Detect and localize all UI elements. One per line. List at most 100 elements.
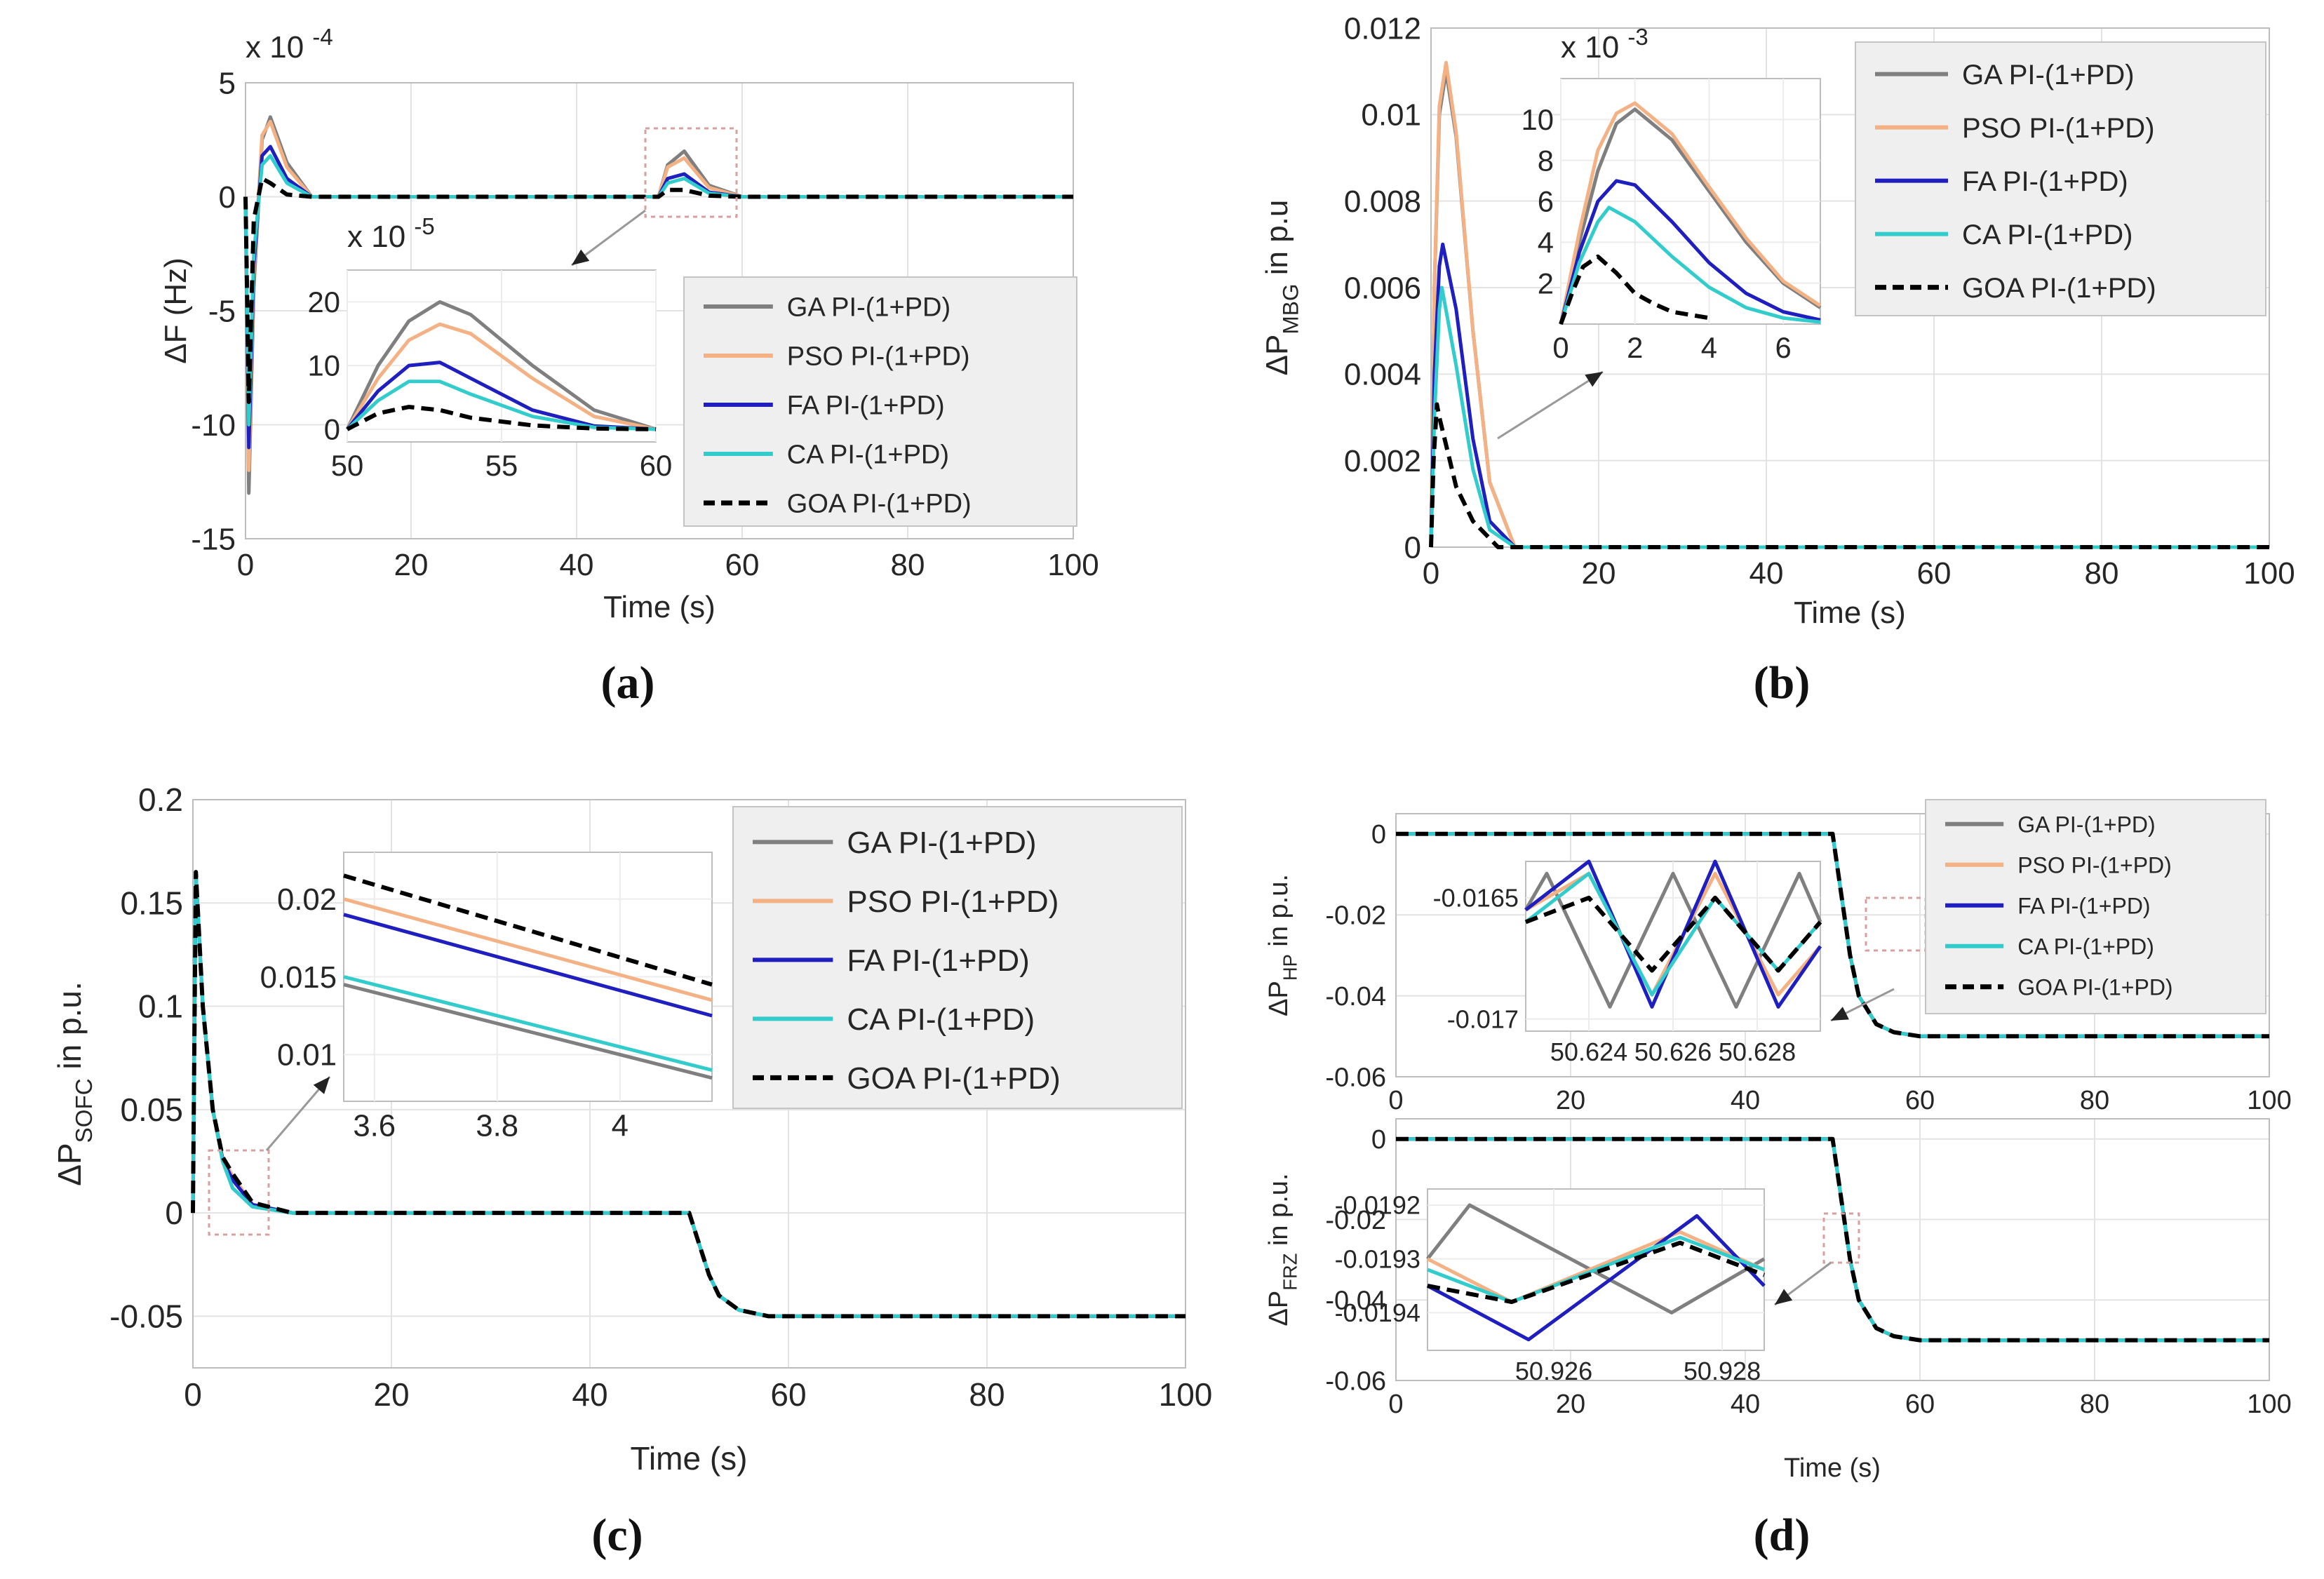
inset-x-tick-label: 3.8 [476,1109,518,1143]
inset-series-line-d1-0 [1524,871,1822,1009]
legend-label: GA PI-(1+PD) [847,826,1036,860]
inset-y-tick-label: 4 [1538,226,1554,259]
x-tick-label: 60 [1905,1390,1935,1419]
inset-y-tick-label: 10 [1522,103,1554,136]
inset-series-line-b-1 [1559,101,1822,325]
y-tick-label: -5 [208,294,236,328]
legend-label: GA PI-(1+PD) [787,293,951,323]
inset-series-line-b-3 [1559,206,1821,325]
legend-label: PSO PI-(1+PD) [1962,113,2155,144]
inset-series-line-d2-1 [1426,1230,1766,1304]
zoom-arrow-head [1831,1007,1849,1021]
inset-series-line-d2-2 [1426,1214,1766,1342]
x-tick-label: 40 [1731,1390,1760,1419]
inset-series-line-c-2 [343,913,713,1018]
zoom-region-box [208,1149,270,1236]
y-tick-label: 0 [165,1195,183,1231]
y-axis-label: ΔPSOFC in p.u. [51,981,98,1186]
inset-x-tick-label: 50 [331,449,364,482]
inset-x-tick-label: 3.6 [353,1109,396,1143]
inset-c: 3.6 3.8 4 0.01 0.015 0.02 [260,852,713,1143]
inset-x-tick-label: 55 [485,449,518,482]
inset-x-tick-label: 4 [1701,331,1717,364]
inset-series-line-a-1 [345,322,657,431]
inset-series-line-c-0 [343,983,713,1080]
x-tick-label: 100 [2247,1086,2291,1115]
y-tick-label: -0.02 [1325,901,1386,931]
legend-label: CA PI-(1+PD) [2017,934,2154,959]
y-tick-label: 0 [1404,530,1421,565]
x-axis-label: Time (s) [1784,1453,1881,1483]
zoom-region-box [644,127,738,218]
legend-d1: GA PI-(1+PD) PSO PI-(1+PD) FA PI-(1+PD) CA … [1925,799,2266,1014]
inset-series-line-b-2 [1559,179,1821,325]
legend-label: GOA PI-(1+PD) [2017,974,2172,1000]
x-tick-label: 60 [1905,1086,1935,1115]
x-tick-label: 20 [373,1376,409,1413]
legend-label: GA PI-(1+PD) [2017,812,2156,837]
inset-y-tick-label: 0.015 [260,960,337,995]
legend-label: FA PI-(1+PD) [1962,166,2128,197]
x-tick-label: 40 [572,1376,607,1413]
series-line-c-4 [191,870,1185,1319]
plot-frame [1395,813,2270,1077]
legend-label: PSO PI-(1+PD) [787,342,970,372]
inset-series-line-a-3 [346,379,657,431]
inset-y-tick-label: 20 [308,285,341,318]
legend-label: GOA PI-(1+PD) [1962,273,2156,304]
series-line-d2-4 [1396,1136,2269,1343]
inset-y-tick-label: 6 [1538,185,1554,218]
y-tick-label: 0.05 [120,1091,183,1128]
y-tick-label: -0.05 [109,1298,183,1334]
y-axis-label: ΔPMBG in p.u [1260,200,1303,376]
x-tick-label: 100 [2243,556,2295,591]
y-tick-label: 0.2 [138,781,183,818]
series-line-a-4 [243,176,1073,404]
y-axis-label: ΔPHP in p.u. [1264,874,1301,1016]
y-tick-label: 0.012 [1344,11,1421,46]
plot-frame [1395,1118,2270,1381]
exponent-label: x 10 -4 [246,24,333,65]
x-tick-label: 0 [1388,1390,1403,1419]
inset-y-tick-label: 0.02 [277,882,337,917]
zoom-arrow-line [1497,370,1604,440]
inset-y-tick-label: -0.0194 [1335,1298,1420,1327]
inset-series-line-d2-3 [1427,1235,1765,1304]
legend-box [732,806,1183,1109]
inset-y-tick-label: -0.0192 [1335,1191,1420,1220]
y-tick-label: 0.004 [1344,358,1421,392]
panel-caption: (d) [1754,1510,1811,1561]
legend-box [683,276,1077,527]
inset-y-tick-label: 8 [1538,144,1554,177]
inset-series-line-d1-3 [1524,871,1822,997]
x-tick-label: 0 [184,1376,202,1413]
legend-label: CA PI-(1+PD) [847,1002,1035,1037]
zoom-arrow-head [313,1077,330,1094]
inset-d1: 50.624 50.626 50.628 -0.0165 -0.017 [1433,859,1822,1066]
x-tick-label: 0 [1423,556,1439,591]
panel-caption: (c) [591,1510,643,1561]
inset-y-tick-label: 0.01 [277,1038,337,1073]
y-tick-label: -10 [191,408,236,443]
inset-series-line-b-0 [1559,107,1822,325]
inset-series-line-a-2 [346,361,657,431]
x-tick-label: 80 [891,548,925,582]
inset-series-line-d1-2 [1524,859,1822,1009]
x-tick-label: 60 [770,1376,806,1413]
x-tick-label: 80 [2085,556,2119,591]
panel-b: 0 20 40 60 80 10000.0020.0040.0060.0080.010.0… [1260,11,2295,708]
inset-x-tick-label: 60 [640,449,673,482]
y-tick-label: 0 [1371,1125,1386,1155]
panel-d1: 0 20 40 60 80 100 -0.06 -0.04 -0.02 0 ΔPHP in p.u.… [1264,799,2292,1115]
inset-x-tick-label: 50.628 [1719,1037,1796,1066]
y-axis-label: ΔF (Hz) [159,257,193,364]
y-tick-label: -0.02 [1325,1206,1386,1235]
inset-x-tick-label: 50.626 [1634,1037,1712,1066]
y-axis-label: ΔPFRZ in p.u. [1264,1174,1301,1326]
y-tick-label: -0.04 [1325,982,1386,1012]
y-tick-label: 0 [219,180,236,215]
inset-series-line-a-4 [346,405,657,431]
x-tick-label: 100 [1047,548,1099,582]
